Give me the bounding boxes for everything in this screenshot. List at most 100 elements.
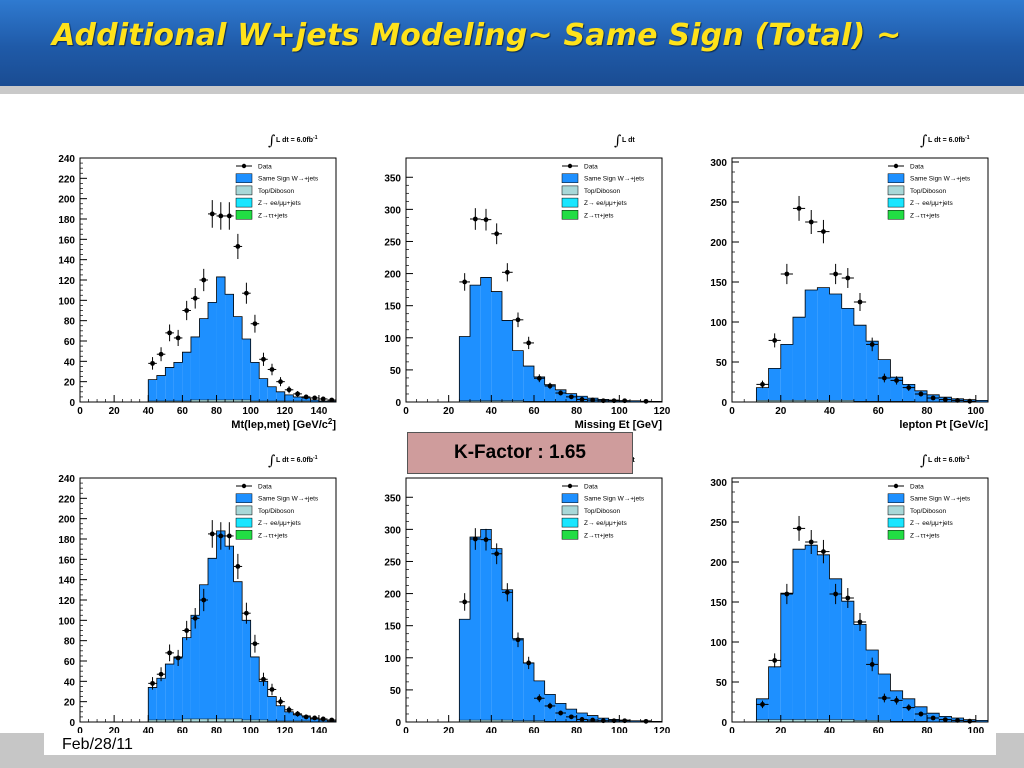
legend-label: Z→ττ+jets bbox=[584, 212, 614, 219]
data-point bbox=[148, 357, 157, 370]
kfactor-box: K-Factor : 1.65 bbox=[407, 432, 633, 474]
data-point bbox=[890, 376, 903, 385]
wjets-bar bbox=[148, 687, 157, 722]
lumi-sup: -1 bbox=[313, 135, 318, 141]
x-tick-label: 80 bbox=[921, 726, 933, 737]
data-point bbox=[225, 522, 234, 550]
legend-swatch bbox=[561, 210, 579, 220]
data-point bbox=[276, 697, 285, 707]
wjets-bar bbox=[890, 377, 903, 402]
x-axis-label: lepton Pt [GeV/c] bbox=[899, 419, 988, 431]
wjets-bar bbox=[829, 294, 842, 402]
wjets-bar bbox=[853, 624, 867, 722]
data-marker bbox=[643, 398, 649, 404]
wjets-bar bbox=[829, 578, 842, 722]
data-point bbox=[566, 394, 577, 400]
data-marker bbox=[175, 335, 181, 341]
x-tick-label: 0 bbox=[403, 726, 409, 737]
data-marker bbox=[192, 295, 198, 301]
data-point bbox=[523, 336, 534, 350]
wjets-bar bbox=[173, 656, 183, 722]
data-marker bbox=[150, 360, 155, 366]
data-point bbox=[491, 543, 502, 565]
integral-symbol: ∫ bbox=[268, 453, 275, 469]
wjets-bar bbox=[975, 720, 988, 722]
data-marker bbox=[796, 206, 802, 211]
data-marker bbox=[918, 711, 924, 717]
data-marker bbox=[930, 715, 936, 721]
y-tick-label: 300 bbox=[384, 205, 401, 216]
x-tick-label: 40 bbox=[824, 406, 836, 417]
data-point bbox=[878, 373, 891, 383]
data-point bbox=[576, 397, 588, 402]
data-marker bbox=[329, 717, 335, 723]
wjets-bar bbox=[491, 548, 502, 722]
data-point bbox=[284, 706, 294, 714]
data-marker bbox=[158, 351, 164, 357]
data-point bbox=[853, 613, 867, 631]
data-marker bbox=[329, 397, 335, 403]
data-marker bbox=[252, 641, 258, 647]
legend-label: Data bbox=[258, 484, 272, 491]
y-tick-label: 20 bbox=[64, 378, 76, 389]
wjets-bar bbox=[310, 718, 319, 722]
x-tick-label: 60 bbox=[873, 726, 885, 737]
data-point bbox=[805, 530, 818, 554]
legend-data-marker bbox=[567, 483, 573, 489]
x-tick-label: 20 bbox=[775, 726, 787, 737]
data-point bbox=[523, 656, 534, 670]
legend-label: Same Sign W→+jets bbox=[910, 496, 971, 503]
wjets-bar bbox=[502, 589, 513, 722]
chart-mt-before: 0 20 40 60 80 100 120 140 160 180 200 220 240 0 20 40 60… bbox=[20, 120, 346, 438]
wjets-bar bbox=[768, 368, 781, 402]
legend-swatch bbox=[561, 517, 579, 528]
x-tick-label: 20 bbox=[109, 726, 121, 737]
wjets-bar bbox=[502, 320, 513, 402]
data-point bbox=[792, 515, 806, 541]
legend-label: Z→ ee/μμ+jets bbox=[258, 520, 301, 527]
legend-swatch bbox=[561, 197, 579, 208]
x-axis-label-text: lepton Pt [GeV/c] bbox=[899, 419, 988, 431]
legend-swatch bbox=[235, 530, 253, 540]
legend-swatch bbox=[235, 210, 253, 220]
y-tick-label: 200 bbox=[58, 515, 75, 526]
y-tick-label: 180 bbox=[58, 215, 75, 226]
lumi-label: L dt = 6.0fb-1 bbox=[928, 455, 970, 464]
legend-label: Z→ ee/μμ+jets bbox=[584, 520, 627, 527]
data-point bbox=[242, 602, 251, 624]
data-marker bbox=[244, 610, 249, 616]
wjets-bar bbox=[817, 554, 830, 722]
legend-swatch bbox=[887, 197, 905, 208]
x-tick-label: 100 bbox=[611, 406, 628, 417]
data-point bbox=[512, 632, 524, 648]
wjets-bar bbox=[792, 549, 806, 722]
y-tick-label: 120 bbox=[58, 596, 75, 607]
data-point bbox=[327, 717, 336, 723]
wjets-bar bbox=[491, 291, 502, 402]
data-marker bbox=[579, 717, 585, 722]
data-marker bbox=[295, 391, 300, 397]
data-point bbox=[182, 620, 191, 641]
data-marker bbox=[845, 275, 851, 281]
data-marker bbox=[269, 367, 275, 372]
data-marker bbox=[760, 382, 765, 387]
data-marker bbox=[192, 615, 198, 621]
wjets-bar bbox=[768, 666, 781, 722]
chart-lpt-before: 0 50 100 150 200 250 300 0 20 40 60 80 100 lepton Pt … bbox=[672, 120, 998, 438]
data-marker bbox=[760, 702, 765, 707]
y-tick-label: 40 bbox=[64, 357, 76, 368]
data-marker bbox=[568, 714, 574, 720]
x-axis-label: Mt(lep,met) [GeV/c2] bbox=[231, 417, 336, 431]
data-point bbox=[502, 263, 513, 282]
data-point bbox=[250, 634, 260, 653]
data-marker bbox=[201, 277, 207, 283]
x-tick-label: 80 bbox=[211, 406, 223, 417]
data-point bbox=[327, 397, 336, 403]
data-marker bbox=[494, 231, 500, 237]
legend-swatch bbox=[235, 173, 253, 183]
data-point bbox=[544, 702, 556, 710]
data-point bbox=[233, 233, 243, 260]
wjets-bar bbox=[630, 400, 641, 402]
data-point bbox=[576, 717, 588, 722]
data-marker bbox=[833, 271, 839, 277]
